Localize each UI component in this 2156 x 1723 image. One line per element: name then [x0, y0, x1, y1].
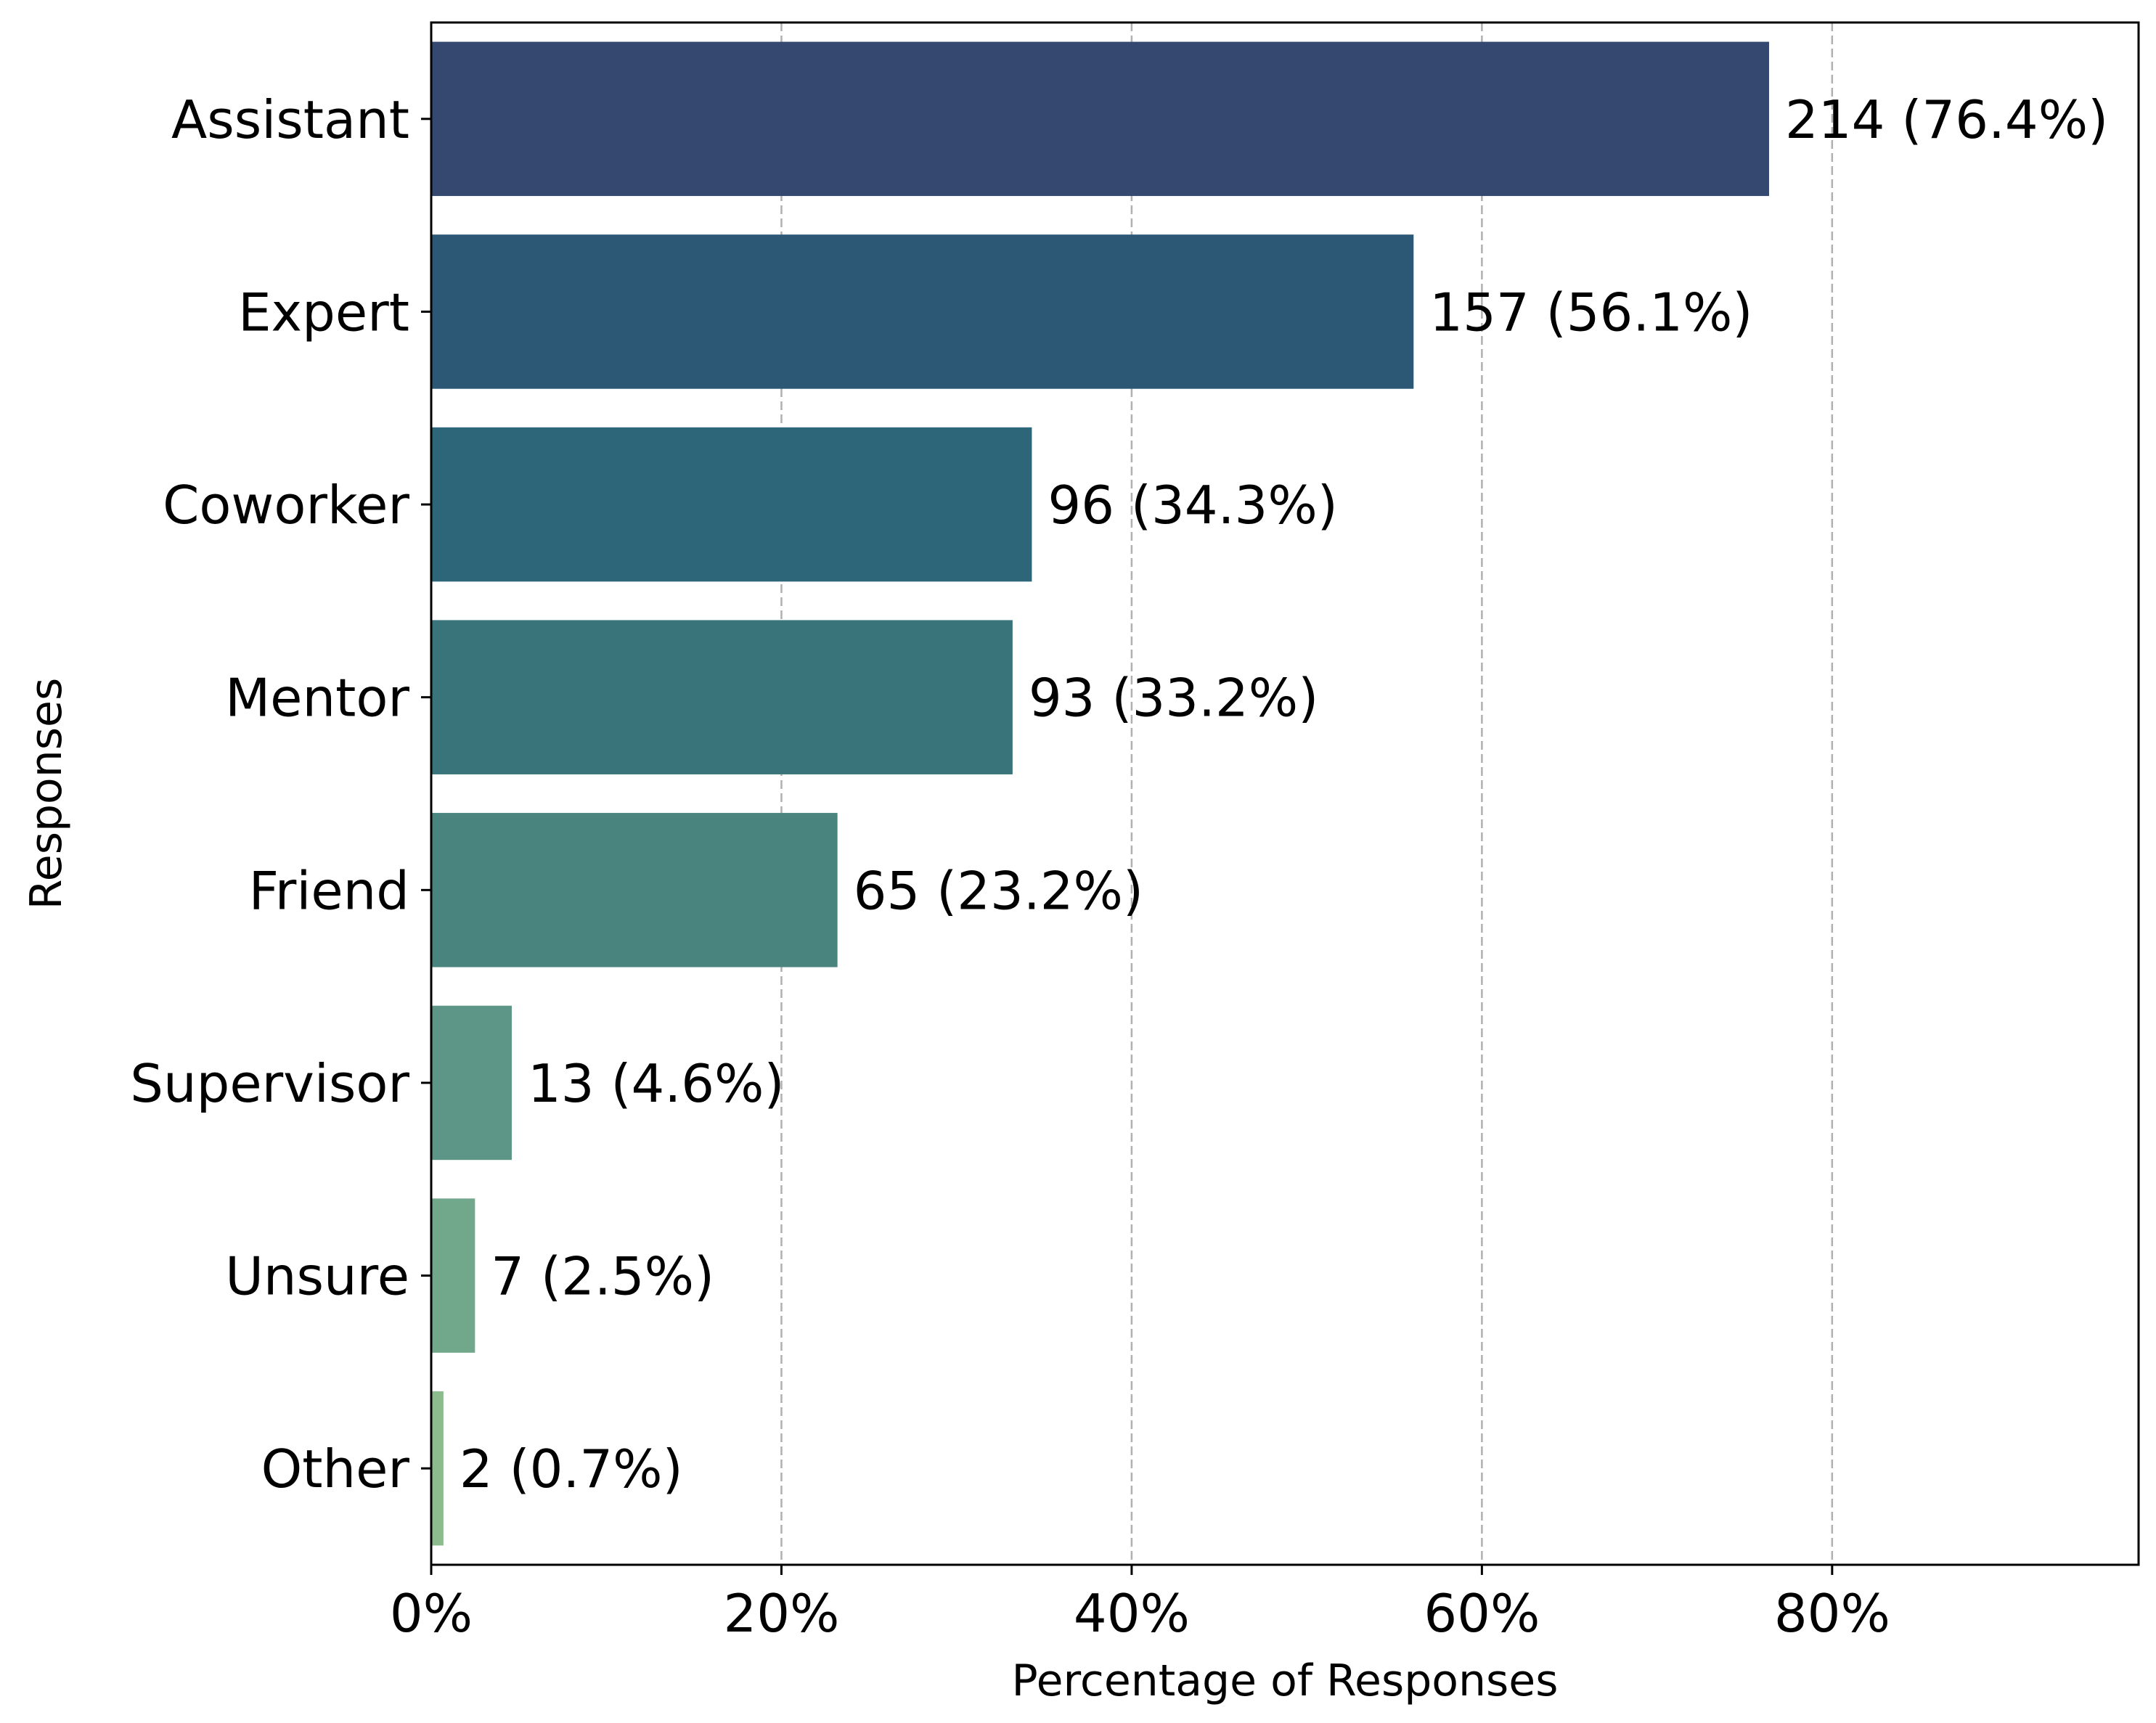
- bar-supervisor: [431, 1005, 512, 1161]
- data-label-supervisor: 13 (4.6%): [528, 1053, 785, 1114]
- bars: [431, 41, 1770, 1546]
- bar-expert: [431, 234, 1414, 389]
- bar-coworker: [431, 427, 1032, 582]
- category-label-supervisor: Supervisor: [130, 1053, 409, 1114]
- category-label-assistant: Assistant: [171, 89, 409, 150]
- x-axis-ticks: 0% 20% 40% 60% 80%: [390, 1565, 1890, 1644]
- x-tick-label: 20%: [723, 1583, 839, 1644]
- x-tick-label: 80%: [1774, 1583, 1890, 1644]
- y-axis-title: Responses: [21, 678, 72, 909]
- plot-frame: [430, 21, 2140, 1566]
- data-label-unsure: 7 (2.5%): [491, 1246, 714, 1307]
- data-label-expert: 157 (56.1%): [1429, 282, 1752, 343]
- category-label-coworker: Coworker: [163, 475, 409, 536]
- bar-friend: [431, 813, 838, 967]
- data-label-other: 2 (0.7%): [460, 1438, 683, 1499]
- bar-unsure: [431, 1198, 475, 1353]
- category-label-other: Other: [261, 1438, 410, 1499]
- data-label-coworker: 96 (34.3%): [1048, 475, 1337, 536]
- category-label-unsure: Unsure: [225, 1246, 409, 1307]
- x-tick-label: 40%: [1074, 1583, 1190, 1644]
- bar-other: [431, 1391, 444, 1546]
- bar-assistant: [431, 41, 1770, 197]
- category-label-expert: Expert: [238, 282, 409, 343]
- category-label-mentor: Mentor: [225, 668, 409, 729]
- x-tick-label: 60%: [1424, 1583, 1540, 1644]
- category-label-friend: Friend: [249, 860, 409, 921]
- data-label-assistant: 214 (76.4%): [1785, 89, 2108, 150]
- x-tick-label: 0%: [390, 1583, 473, 1644]
- gridlines: [780, 22, 1834, 1565]
- bar-mentor: [431, 620, 1013, 774]
- data-labels: 214 (76.4%) 157 (56.1%) 96 (34.3%) 93 (33.2…: [460, 89, 2108, 1499]
- data-label-mentor: 93 (33.2%): [1029, 668, 1318, 729]
- data-label-friend: 65 (23.2%): [854, 860, 1143, 921]
- x-axis-title: Percentage of Responses: [1012, 1656, 1559, 1706]
- y-axis-ticks: Assistant Expert Coworker Mentor Friend Super…: [130, 89, 431, 1499]
